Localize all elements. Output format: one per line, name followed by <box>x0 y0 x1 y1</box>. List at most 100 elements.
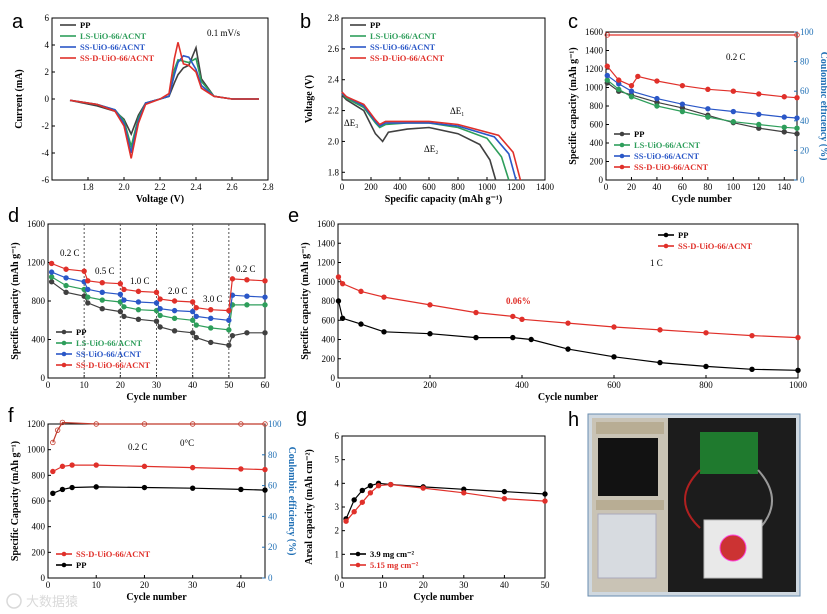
series-ls-uio-66-acnt-point <box>99 297 105 303</box>
series-ss-d-uio-66-acnt-point <box>193 305 199 311</box>
ruler-bottom <box>596 500 664 510</box>
series-pp-point <box>795 367 801 373</box>
x-tick-label: 60 <box>261 380 271 390</box>
series-ss-uio-66-acnt-point <box>705 106 711 112</box>
legend-marker <box>619 153 625 159</box>
legend-marker <box>61 340 67 346</box>
series-ss-d-uio-66-acnt-point <box>93 462 99 468</box>
series-ss-d-uio-66-acnt-point <box>63 266 69 272</box>
y-tick-label: 0 <box>45 94 50 104</box>
series-pp-point <box>157 324 163 330</box>
y-tick-label: 200 <box>590 157 604 167</box>
series-ss-uio-66-acnt-point <box>262 294 268 300</box>
series-pp-point <box>427 331 433 337</box>
x-tick-label: 200 <box>364 182 378 192</box>
y-tick-label: 1600 <box>27 219 46 229</box>
legend-marker <box>61 329 67 335</box>
series-ls-uio-66-acnt-point <box>193 322 199 328</box>
y-tick-label: 600 <box>590 120 604 130</box>
y-tick-label: 800 <box>322 296 336 306</box>
series-ss-uio-66-acnt-point <box>730 108 737 115</box>
y-tick-label: 0 <box>335 573 340 583</box>
series-ce-point <box>794 32 800 38</box>
legend-label: SS-UiO-66/ACNT <box>370 42 436 52</box>
y-tick-label: 2.0 <box>328 136 340 146</box>
series-pp-point <box>63 289 69 296</box>
x-tick-label: 600 <box>422 182 436 192</box>
y-axis-label: Specific capacity (mAh g⁻¹) <box>568 47 579 164</box>
x-tick-label: 40 <box>652 182 662 192</box>
series-ss-d-uio-66-acnt-point <box>189 299 196 305</box>
x-tick-label: 60 <box>678 182 688 192</box>
series-ls-uio-66-acnt-point <box>121 304 127 310</box>
x-axis-label: Cycle number <box>126 392 187 403</box>
series-ss-d-uio-66-acnt-point <box>635 73 641 80</box>
series-pp-point <box>262 487 268 493</box>
x-tick-label: 20 <box>140 580 150 590</box>
x-tick-label: 10 <box>92 580 102 590</box>
series-ss-d-uio-66-acnt-point <box>795 334 801 341</box>
series-ls-uio-66-acnt-point <box>679 108 686 115</box>
watermark: 大数据猿 <box>6 593 78 610</box>
x-tick-label: 40 <box>188 380 198 390</box>
series-ce-point <box>93 421 99 427</box>
annotation: 0.2 C <box>128 442 148 452</box>
series-ss-uio-66-acnt-point <box>135 299 142 305</box>
y-axis-label: Specific Capacity (mAh g⁻¹) <box>10 441 21 561</box>
x-tick-label: 80 <box>703 182 713 192</box>
x-tick-label: 30 <box>459 580 469 590</box>
series-ss-d-uio-66-acnt-point <box>519 316 525 322</box>
series-pp-point <box>99 306 105 312</box>
legend-label: SS-D-UiO-66/ACNT <box>678 241 752 251</box>
series-ss-uio-66-acnt-point <box>654 95 660 102</box>
x-tick-label: 1000 <box>789 380 808 390</box>
y-tick-label: 1000 <box>317 277 336 287</box>
y-tick-label: 0 <box>41 573 46 583</box>
y-tick-label: -2 <box>42 121 50 131</box>
legend-label: PP <box>370 20 380 30</box>
y2-tick-label: 80 <box>800 57 810 67</box>
series-ss-d-uio-66-acnt-point <box>616 77 622 83</box>
x-tick-label: 2.2 <box>154 182 165 192</box>
series-pp-point <box>510 334 516 341</box>
legend-label: SS-D-UiO-66/ACNT <box>76 360 150 370</box>
x-axis-label: Cycle number <box>126 592 187 603</box>
y-tick-label: 1.8 <box>328 167 340 177</box>
y-tick-label: 1600 <box>317 219 336 229</box>
legend-label: PP <box>80 20 90 30</box>
legend-label: PP <box>634 129 644 139</box>
series-ls-uio-66-acnt-point <box>171 315 178 322</box>
series-ls-uio-66-acnt-point <box>63 282 69 289</box>
annotation: ΔE₂ <box>424 144 438 154</box>
annotation: ΔE₁ <box>450 106 464 116</box>
series-ss-d-uio-66-acnt-point <box>99 280 105 286</box>
y-tick-label: 6 <box>45 13 50 23</box>
series-pp-point <box>93 484 99 490</box>
y-tick-label: 0 <box>599 175 604 185</box>
series-pp-point <box>59 486 66 493</box>
series-ss-d-uio-66-acnt-point <box>117 280 124 287</box>
series-pp-point <box>794 131 800 137</box>
series-ss-uio-66-acnt-point <box>48 269 55 275</box>
legend-label: LS-UiO-66/ACNT <box>370 31 436 41</box>
series-ss-d-uio-66-acnt-point <box>157 296 163 302</box>
y2-tick-label: 60 <box>268 481 278 491</box>
series-pp-point <box>135 316 142 322</box>
watermark-icon <box>6 593 22 609</box>
series-pp-point <box>50 490 56 496</box>
x-tick-label: 400 <box>515 380 529 390</box>
y2-tick-label: 20 <box>800 145 810 155</box>
series-pp-line <box>341 94 497 181</box>
series-5-15-mg-cm--line <box>345 483 546 522</box>
series-ss-uio-66-acnt-point <box>63 275 69 281</box>
series-ls-uio-66-acnt-point <box>730 119 737 125</box>
x-tick-label: 1200 <box>507 182 526 192</box>
series-pp-point <box>262 330 268 336</box>
panel-label-a: a <box>12 11 24 33</box>
chart-cycling-0c: 0 10 20 30 400200400600800100012000204060801… <box>10 419 297 603</box>
legend-marker <box>355 551 361 557</box>
y-tick-label: 2.6 <box>328 44 340 54</box>
series-ss-d-uio-66-acnt-line <box>52 464 266 473</box>
series-ls-uio-66-acnt-point <box>794 125 800 131</box>
series-ce-point <box>189 421 196 427</box>
